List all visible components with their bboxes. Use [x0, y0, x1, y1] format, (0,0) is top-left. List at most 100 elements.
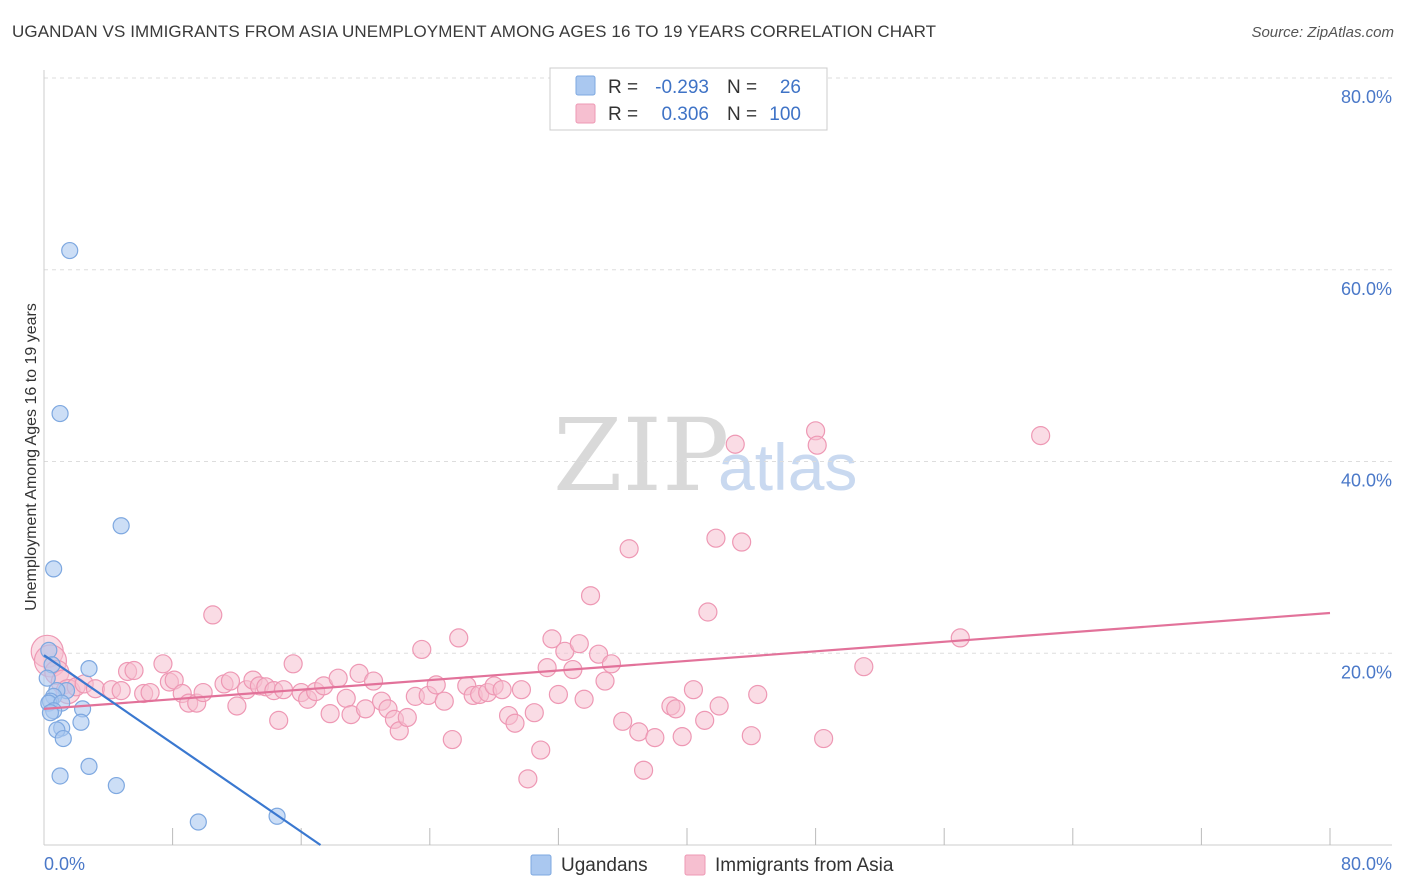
ugandan-point	[112, 517, 130, 535]
asia-point	[569, 634, 589, 654]
asia-point	[355, 699, 376, 719]
asia-point	[336, 688, 356, 708]
asia-point	[511, 680, 532, 700]
asia-point	[748, 684, 768, 705]
legend-r-label-2: R =	[608, 104, 638, 125]
asia-point	[574, 689, 594, 709]
x-tick-label-min: 0.0%	[44, 854, 85, 874]
bottom-legend-asia: Immigrants from Asia	[715, 855, 894, 876]
legend-n-value-1: 26	[780, 77, 801, 98]
asia-point	[269, 710, 289, 730]
asia-point	[492, 680, 512, 700]
bottom-legend-swatch-ugandans	[530, 854, 552, 876]
asia-point	[328, 668, 348, 688]
asia-point	[542, 629, 562, 649]
asia-point	[695, 710, 715, 730]
ugandan-point	[51, 404, 69, 423]
ugandan-points	[38, 241, 286, 831]
ugandan-point	[38, 669, 56, 687]
asia-point	[741, 726, 761, 746]
asia-point	[434, 691, 454, 711]
asia-trend-line	[43, 611, 1331, 710]
asia-point	[732, 532, 752, 552]
series-legend: Ugandans Immigrants from Asia	[530, 854, 894, 876]
y-tick-label-60: 60.0%	[1341, 279, 1392, 299]
asia-point	[193, 682, 213, 703]
legend-n-label-2: N =	[727, 104, 757, 125]
asia-point	[814, 728, 834, 749]
ugandan-point	[80, 659, 98, 678]
legend-r-value-1: -0.293	[655, 77, 709, 98]
asia-point	[588, 644, 609, 664]
asia-point	[124, 660, 144, 681]
ugandan-point	[45, 560, 63, 578]
x-ticks	[172, 828, 1331, 845]
asia-point	[449, 628, 469, 648]
asia-point	[320, 704, 340, 724]
y-tick-label-80: 80.0%	[1341, 87, 1392, 107]
asia-point	[950, 628, 970, 648]
asia-point	[537, 658, 557, 678]
asia-point	[518, 769, 538, 789]
asia-point	[601, 654, 622, 674]
asia-point	[283, 654, 303, 674]
source-credit: Source: ZipAtlas.com	[1251, 24, 1394, 41]
asia-point	[203, 605, 223, 625]
asia-point	[613, 711, 633, 731]
y-axis-label: Unemployment Among Ages 16 to 19 years	[23, 303, 40, 611]
ugandan-point	[51, 767, 69, 785]
asia-point	[220, 671, 241, 691]
legend-swatch-ugandans	[575, 75, 596, 96]
asia-point	[709, 696, 729, 716]
ugandan-point	[40, 641, 58, 659]
bottom-legend-ugandans: Ugandans	[561, 855, 648, 876]
asia-point	[619, 539, 639, 559]
asia-point	[505, 713, 525, 733]
asia-point	[397, 707, 417, 728]
legend-r-label-1: R =	[608, 77, 638, 98]
legend-n-value-2: 100	[769, 104, 801, 125]
watermark-zip: ZIP	[553, 397, 729, 514]
ugandan-point	[54, 729, 72, 748]
ugandan-point	[72, 713, 90, 731]
asia-point	[633, 760, 654, 780]
ugandan-trend-line	[43, 654, 322, 846]
asia-point	[153, 654, 173, 674]
ugandan-point	[80, 757, 98, 775]
asia-point	[595, 671, 615, 691]
gridlines	[44, 77, 1392, 654]
asia-point	[807, 435, 827, 455]
asia-point	[363, 671, 384, 691]
ugandan-point	[61, 241, 79, 260]
x-tick-label-max: 80.0%	[1341, 854, 1392, 874]
asia-point	[531, 740, 551, 760]
y-tick-label-20: 20.0%	[1341, 662, 1392, 682]
asia-point	[580, 586, 601, 606]
asia-point	[706, 528, 726, 548]
stats-legend-box	[549, 67, 828, 131]
asia-point	[140, 682, 160, 703]
legend-n-label-1: N =	[727, 77, 757, 98]
asia-point	[698, 602, 718, 622]
legend-r-value-2: 0.306	[661, 104, 709, 125]
asia-points	[30, 421, 1051, 789]
asia-point	[524, 703, 544, 723]
asia-point	[666, 699, 686, 719]
chart-title: UGANDAN VS IMMIGRANTS FROM ASIA UNEMPLOY…	[12, 22, 937, 41]
asia-point	[111, 681, 131, 701]
asia-point	[442, 729, 462, 750]
bottom-legend-swatch-asia	[684, 854, 706, 876]
y-tick-label-40: 40.0%	[1341, 471, 1392, 491]
asia-point	[1031, 426, 1051, 446]
asia-point	[645, 728, 665, 748]
ugandan-point	[189, 813, 207, 831]
asia-point	[227, 696, 247, 716]
asia-point	[672, 727, 692, 747]
y-tick-labels: 20.0% 40.0% 60.0% 80.0%	[1341, 87, 1392, 682]
asia-point	[854, 657, 874, 677]
stats-legend: R = -0.293 N = 26 R = 0.306 N = 100	[549, 67, 828, 131]
asia-point	[548, 684, 569, 705]
asia-point	[683, 680, 704, 700]
legend-swatch-asia	[575, 103, 596, 124]
